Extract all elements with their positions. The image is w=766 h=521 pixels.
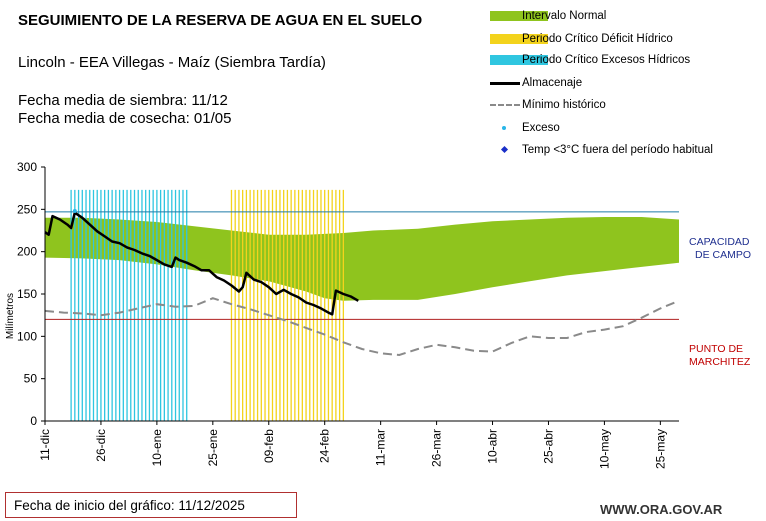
- y-tick-label: 150: [17, 287, 37, 301]
- legend-swatch-excess: [490, 55, 548, 65]
- x-tick-label: 11-mar: [374, 429, 388, 466]
- legend-label: Periodo Crítico Déficit Hídrico: [522, 33, 673, 45]
- field-capacity-label-line1: CAPACIDAD: [689, 236, 750, 248]
- wilting-point-label-line2: MARCHITEZ: [689, 356, 751, 368]
- y-tick-label: 0: [30, 414, 37, 428]
- wilting-point-label-line1: PUNTO DE: [689, 343, 744, 355]
- legend-dot-icon: [502, 126, 506, 130]
- y-tick-label: 300: [17, 160, 37, 174]
- legend-swatch-normal: [490, 11, 548, 21]
- x-tick-label: 26-dic: [94, 429, 108, 462]
- harvest-date: Fecha media de cosecha: 01/05: [18, 110, 232, 127]
- wilting-point-label: PUNTO DE MARCHITEZ: [689, 343, 750, 369]
- normal-interval-band: [45, 217, 679, 301]
- storage-line: [44, 211, 359, 316]
- x-tick-label: 09-feb: [262, 429, 276, 463]
- excess-point: [72, 209, 77, 214]
- x-tick-label: 24-feb: [318, 429, 332, 463]
- y-tick-label: 250: [17, 202, 37, 216]
- website-link[interactable]: WWW.ORA.GOV.AR: [600, 502, 723, 517]
- legend-swatch-minimum: [490, 104, 520, 106]
- y-axis-label: Milímetros: [5, 293, 16, 339]
- legend-label: Periodo Crítico Excesos Hídricos: [522, 54, 691, 66]
- field-capacity-label-line2: DE CAMPO: [695, 249, 752, 261]
- sowing-date: Fecha media de siembra: 11/12: [18, 92, 228, 109]
- legend-label: Temp <3°C fuera del período habitual: [522, 144, 713, 156]
- x-tick-label: 11-dic: [38, 429, 52, 461]
- legend-label: Mínimo histórico: [522, 99, 606, 111]
- x-tick-label: 25-ene: [206, 429, 220, 467]
- x-tick-label: 25-abr: [541, 429, 555, 464]
- y-tick-label: 200: [17, 245, 37, 259]
- historical-minimum-line: [44, 297, 680, 357]
- chart-subtitle: Lincoln - EEA Villegas - Maíz (Siembra T…: [18, 54, 326, 71]
- chart-start-date: Fecha de inicio del gráfico: 11/12/2025: [5, 492, 297, 518]
- legend-label: Almacenaje: [522, 77, 583, 89]
- legend-label: Exceso: [522, 122, 560, 134]
- y-tick-label: 50: [24, 372, 38, 386]
- legend-swatch-deficit: [490, 34, 548, 44]
- y-tick-label: 100: [17, 329, 37, 343]
- legend-label: Intervalo Normal: [522, 10, 607, 22]
- x-tick-label: 26-mar: [430, 429, 444, 467]
- legend-swatch-storage: [490, 82, 520, 85]
- x-tick-label: 10-ene: [150, 429, 164, 467]
- x-tick-label: 10-abr: [486, 429, 500, 464]
- x-tick-label: 10-may: [597, 429, 611, 469]
- x-tick-label: 25-may: [653, 429, 667, 469]
- chart-title: SEGUIMIENTO DE LA RESERVA DE AGUA EN EL …: [18, 12, 423, 29]
- field-capacity-label: CAPACIDAD DE CAMPO: [689, 236, 751, 262]
